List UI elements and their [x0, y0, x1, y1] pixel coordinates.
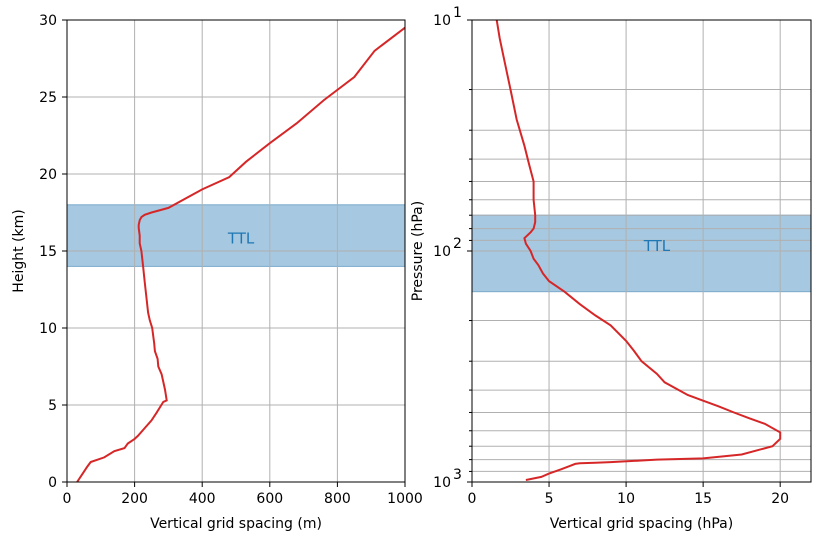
- height-panel: TTL 0 200 400 600 800 1000 0 5 10 15 20 25 30 Vertic…: [11, 13, 423, 532]
- grid-spacing-line: [495, 19, 782, 481]
- x-tick-label: 10: [617, 491, 635, 507]
- y-tick-label: 10: [433, 244, 451, 260]
- x-axis-label: Vertical grid spacing (hPa): [550, 516, 733, 532]
- grid-lines: [471, 19, 811, 483]
- y-axis-label: Pressure (hPa): [410, 201, 426, 301]
- ttl-label: TTL: [227, 230, 255, 248]
- ttl-label: TTL: [643, 237, 671, 255]
- x-tick-label: 0: [63, 491, 72, 507]
- ttl-band: [471, 214, 812, 293]
- y-tick-label: 0: [48, 475, 57, 491]
- x-tick-label: 1000: [387, 491, 423, 507]
- y-axis-label: Height (km): [11, 209, 27, 292]
- y-tick-label: 10: [433, 475, 451, 491]
- grid-spacing-line: [76, 26, 406, 483]
- ttl-band: [66, 204, 406, 267]
- x-tick-label: 800: [324, 491, 351, 507]
- y-tick-label: 30: [39, 13, 57, 29]
- x-tick-label: 400: [189, 491, 216, 507]
- x-tick-label: 5: [545, 491, 554, 507]
- y-tick-label: 10: [433, 13, 451, 29]
- x-axis-label: Vertical grid spacing (m): [150, 516, 322, 532]
- tick-marks: 0 200 400 600 800 1000 0 5 10 15 20 25 30: [39, 13, 423, 507]
- x-tick-label: 0: [468, 491, 477, 507]
- y-tick-label: 10: [39, 321, 57, 337]
- y-tick-label: 20: [39, 167, 57, 183]
- x-tick-label: 20: [771, 491, 789, 507]
- y-tick-label: 5: [48, 398, 57, 414]
- x-tick-label: 200: [121, 491, 148, 507]
- y-tick-exponent: 1: [453, 5, 462, 21]
- x-tick-label: 600: [256, 491, 283, 507]
- x-tick-label: 15: [694, 491, 712, 507]
- y-tick-exponent: 3: [453, 467, 462, 483]
- y-tick-label: 25: [39, 90, 57, 106]
- y-tick-label: 15: [39, 244, 57, 260]
- y-tick-exponent: 2: [453, 236, 462, 252]
